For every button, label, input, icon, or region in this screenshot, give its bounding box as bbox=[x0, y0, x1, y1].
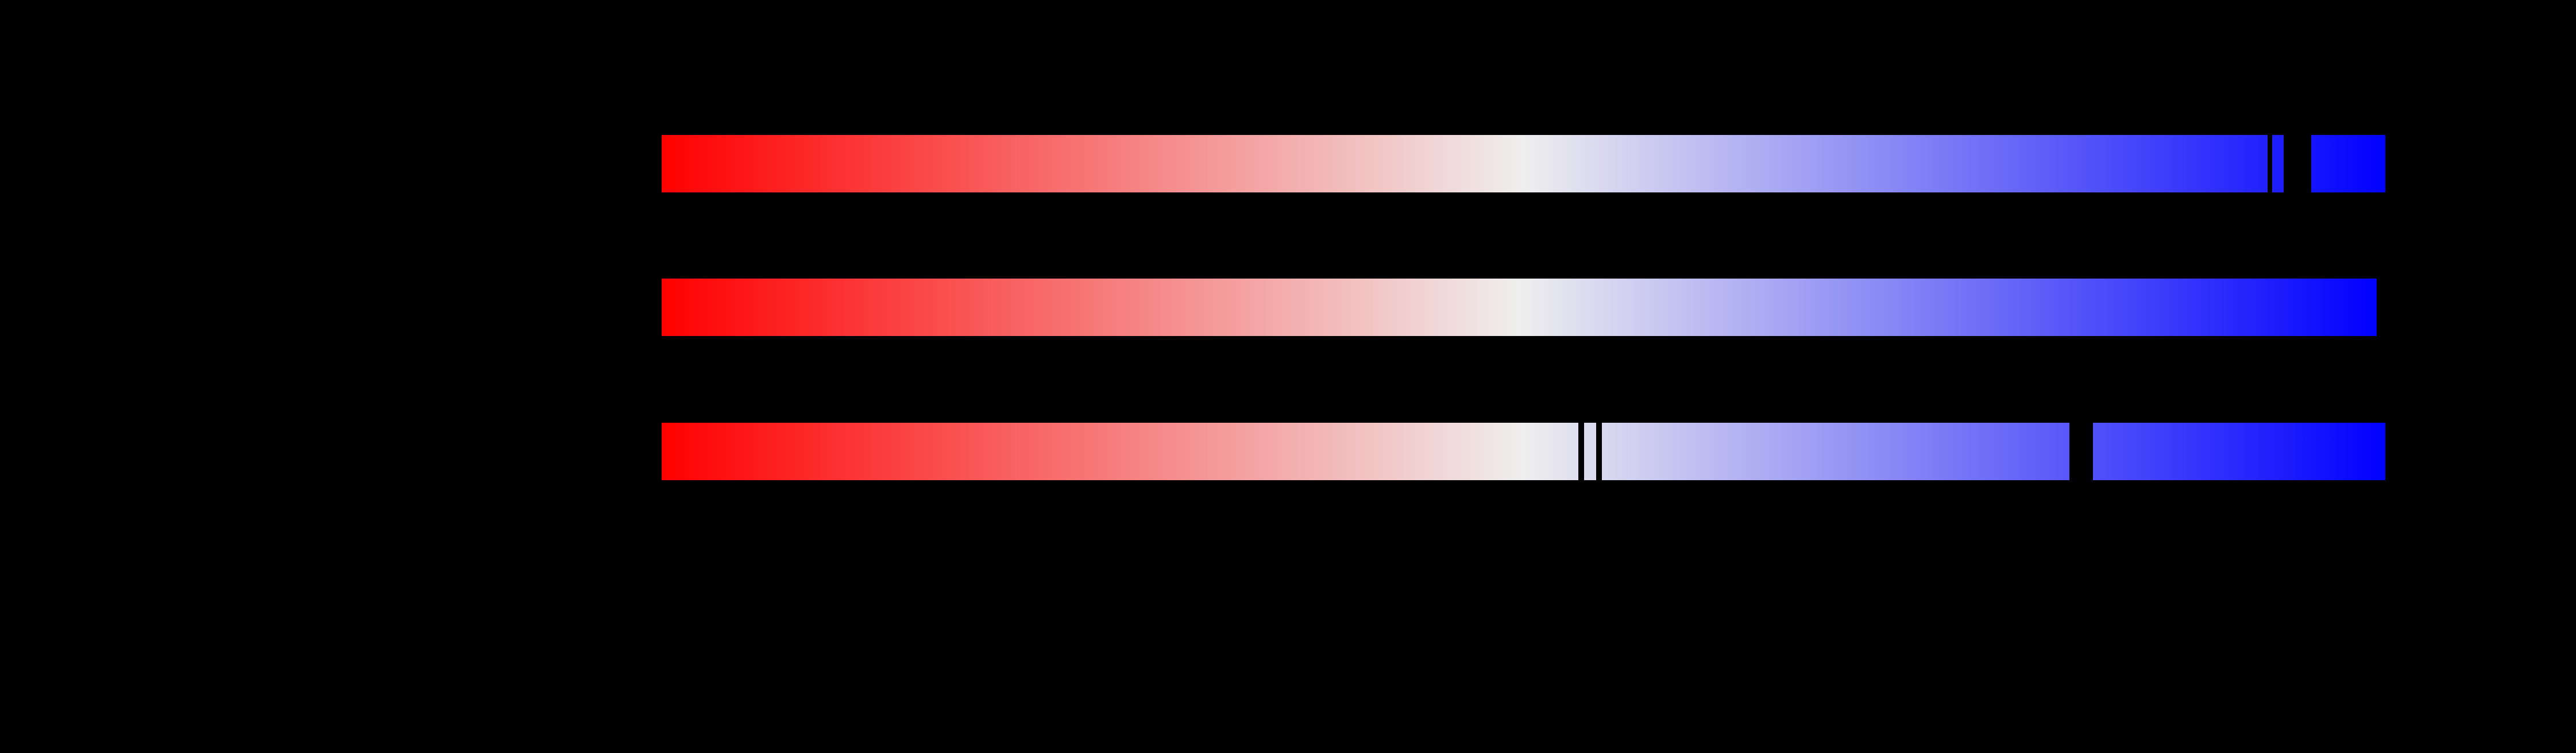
gap-marker bbox=[2069, 423, 2093, 480]
gap-marker bbox=[1596, 423, 1602, 480]
gradient-bar-row-1 bbox=[662, 135, 2385, 192]
gap-marker bbox=[2268, 135, 2272, 192]
gap-marker bbox=[1578, 423, 1584, 480]
gradient-bar-row-2 bbox=[662, 279, 2377, 336]
gradient-bar-row-3 bbox=[662, 423, 2385, 480]
gap-marker bbox=[2284, 135, 2311, 192]
